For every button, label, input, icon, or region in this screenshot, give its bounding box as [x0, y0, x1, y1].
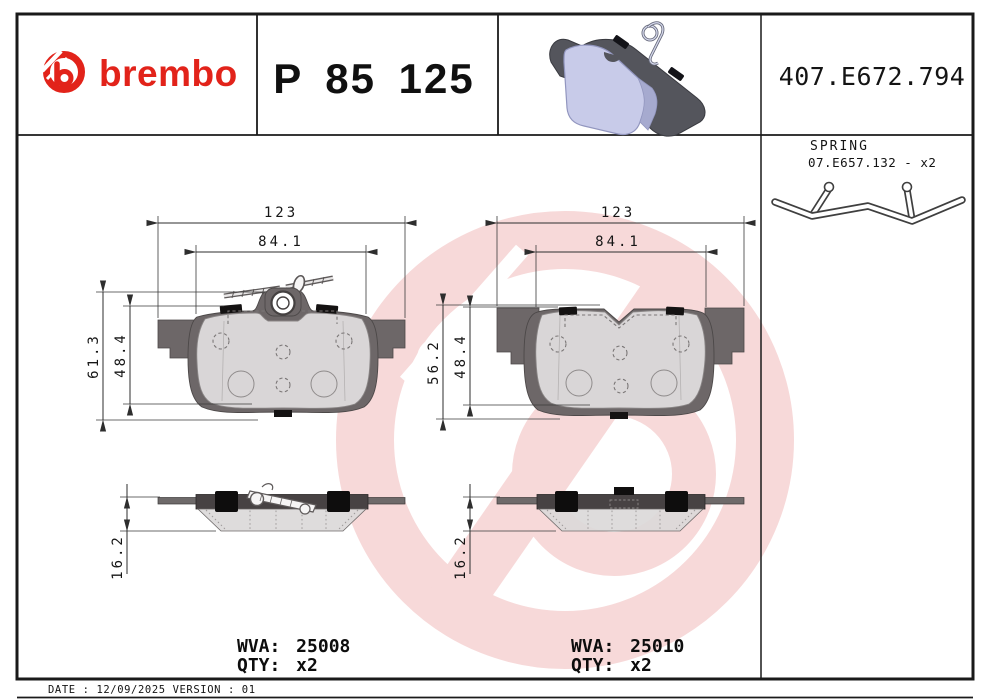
dim-friction-width-left: 84.1: [258, 234, 304, 250]
left-pad-dimensions: 123 84.1 61.3 48.4: [86, 205, 417, 432]
dim-friction-height-right: 48.4: [453, 333, 469, 379]
wva-number-right: WVA: 25010: [571, 636, 684, 657]
dim-width-right: 123: [601, 205, 635, 221]
spring-wire-drawing-icon: [771, 181, 966, 225]
brand-wordmark: brembo: [99, 53, 238, 94]
brembo-logo-icon: [40, 49, 85, 93]
wva-number-left: WVA: 25008: [237, 636, 350, 657]
right-pad-dimensions: 123 84.1 56.2 48.4: [426, 205, 756, 431]
dim-friction-height-left: 48.4: [113, 332, 129, 378]
dim-height-right: 56.2: [426, 339, 442, 385]
left-pad-front-view: [157, 274, 406, 417]
qty-right: QTY: x2: [571, 655, 652, 676]
dim-thickness-right: 16.2: [453, 534, 469, 580]
left-pad-top-view: 16.2: [110, 483, 406, 580]
dim-height-left: 61.3: [86, 333, 102, 379]
brake-pad-3d-render-icon: [549, 21, 706, 137]
spring-title: SPRING: [810, 139, 869, 154]
header: brembo P 85 125 407.E672.794: [40, 21, 966, 137]
footer: DATE : 12/09/2025 VERSION : 01: [17, 684, 973, 699]
main-frame: [15, 12, 975, 681]
dim-friction-width-right: 84.1: [595, 234, 641, 250]
catalog-code: 407.E672.794: [779, 62, 966, 91]
reference-blocks: WVA: 25008 QTY: x2 WVA: 25010 QTY: x2: [237, 636, 684, 676]
qty-left: QTY: x2: [237, 655, 318, 676]
spring-code: 07.E657.132 - x2: [808, 155, 936, 170]
right-pad-front-view: [496, 306, 745, 419]
dim-width-left: 123: [264, 205, 298, 221]
right-pad-top-view: 16.2: [453, 484, 745, 580]
spring-box: SPRING 07.E657.132 - x2: [771, 139, 966, 225]
top-view-spring-overlay: [246, 483, 317, 515]
footer-date-version: DATE : 12/09/2025 VERSION : 01: [48, 684, 256, 696]
dim-thickness-left: 16.2: [110, 534, 126, 580]
brembo-watermark: [336, 211, 794, 669]
part-number: P 85 125: [273, 55, 474, 102]
